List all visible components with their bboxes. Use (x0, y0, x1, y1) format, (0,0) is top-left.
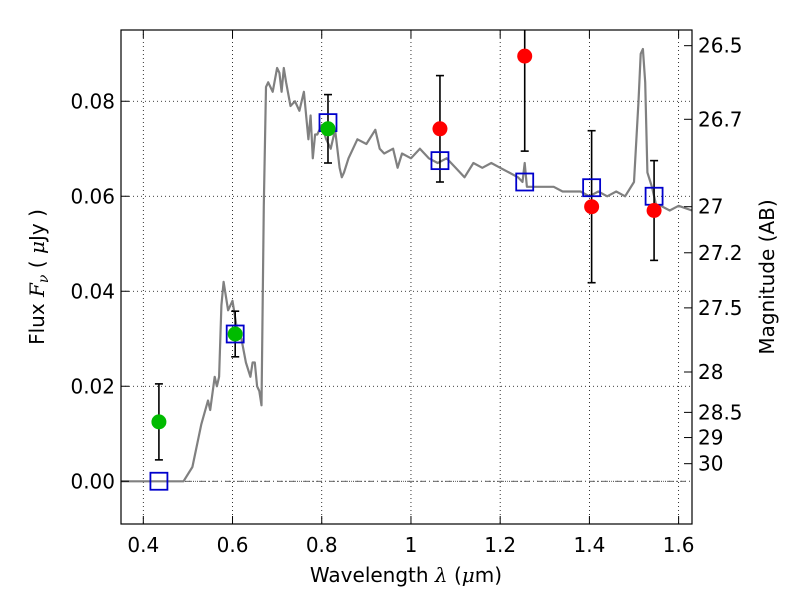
green-detections-point (151, 414, 167, 430)
x-axis-label: Wavelength λ (μm) (310, 563, 502, 587)
magnitude-tick-label: 27.5 (698, 296, 743, 320)
x-tick-label: 0.8 (306, 533, 338, 557)
x-tick-label: 0.6 (217, 533, 249, 557)
y-axis-label-left: Flux Fν ( μJy ) (25, 209, 52, 345)
red-detections-point (517, 48, 533, 64)
y-tick-label: 0.08 (70, 89, 115, 113)
red-detections-point (432, 121, 448, 137)
green-detections-point (320, 121, 336, 137)
red-detections-point (646, 203, 662, 218)
x-tick-label: 1.2 (484, 533, 516, 557)
model-photometry-square (582, 178, 602, 198)
sed-model-curve (121, 47, 693, 483)
magnitude-tick-label: 27.2 (698, 241, 743, 265)
error-bars (154, 30, 659, 461)
grid (121, 30, 692, 524)
magnitude-tick-label: 28.5 (698, 400, 743, 424)
plot-frame (120, 29, 693, 525)
magnitude-tick-label: 30 (698, 452, 723, 476)
x-tick-label: 1.6 (663, 533, 695, 557)
magnitude-tick-label: 29 (698, 426, 723, 450)
red-detections-point (584, 199, 600, 215)
model-photometry-square (149, 471, 169, 491)
x-tick-label: 1.4 (573, 533, 605, 557)
green-detections-point (227, 326, 243, 342)
y-tick-label: 0.04 (70, 279, 115, 303)
measured-points (151, 48, 662, 430)
x-tick-label: 1 (405, 533, 418, 557)
y-tick-label: 0.02 (70, 374, 115, 398)
magnitude-tick-label: 26.5 (698, 34, 743, 58)
magnitude-tick-label: 27 (698, 195, 723, 219)
ticks: 0.4 0.6 0.8 1 1.2 1.4 1.6 0.00 0.02 0.04 0.06 0.08 2… (70, 30, 743, 557)
x-tick-label: 0.4 (127, 533, 159, 557)
model-photometry-square (515, 172, 535, 192)
model-spectrum (121, 47, 693, 483)
model-photometry-square (225, 324, 245, 344)
y-axis-label-right: Magnitude (AB) (755, 199, 779, 354)
model-photometry-square (430, 151, 450, 171)
magnitude-tick-label: 26.7 (698, 107, 743, 131)
y-tick-label: 0.06 (70, 184, 115, 208)
y-tick-label: 0.00 (70, 469, 115, 493)
magnitude-tick-label: 28 (698, 360, 723, 384)
